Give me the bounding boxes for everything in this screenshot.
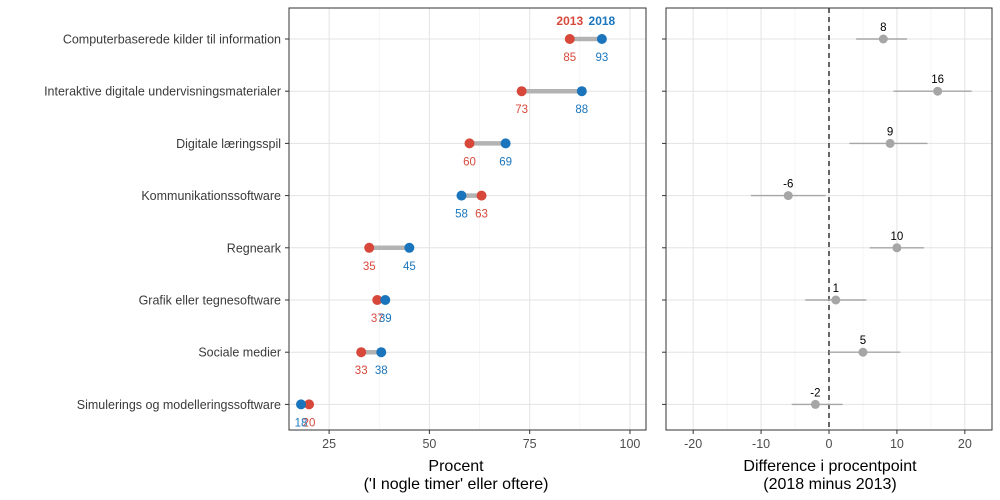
value-label-2013: 63 [475,209,488,221]
difference-point [783,191,793,201]
value-label-2018: 88 [575,104,588,116]
point-2013 [356,347,367,358]
difference-point [892,243,902,253]
difference-label: 5 [860,335,866,347]
point-2013 [476,190,487,201]
legend: 2013 2018 [556,14,615,28]
right-axis-subtitle: (2018 minus 2013) [763,476,896,493]
value-label-2013: 85 [563,52,576,64]
category-label: Kommunikationssoftware [141,189,281,203]
value-label-2013: 20 [303,417,316,429]
value-label-2013: 35 [363,261,376,273]
category-label: Grafik eller tegnesoftware [139,294,281,308]
right-panel: -20 -10 0 10 20 8 16 9 -6 10 1 5 -2 [662,7,993,451]
point-2018 [596,34,607,44]
point-2013 [304,399,315,410]
point-2013 [464,138,475,149]
point-2013 [372,295,383,305]
point-2018 [380,295,391,305]
value-label-2013: 33 [355,365,368,377]
category-label: Interaktive digitale undervisningsmateri… [44,85,281,99]
point-2018 [376,347,387,358]
point-2013 [564,34,575,44]
legend-label-2013: 2013 [556,14,583,28]
difference-label: 1 [833,283,839,295]
point-2018 [456,190,467,201]
difference-label: -6 [783,179,793,191]
legend-label-2018: 2018 [589,14,616,28]
right-axis-title: Difference i procentpoint [743,458,917,475]
left-x-tick-label: 50 [422,437,436,451]
right-x-tick-label: 20 [958,437,972,451]
left-x-tick-label: 100 [620,437,641,451]
point-2018 [576,86,587,97]
left-x-tick-label: 75 [523,437,537,451]
value-label-2018: 39 [379,313,392,325]
difference-point [831,295,841,305]
left-x-tick-label: 25 [322,437,336,451]
value-label-2018: 18 [295,417,308,429]
point-2013 [516,86,527,97]
category-label: Simulerings og modelleringssoftware [77,398,281,412]
difference-label: 10 [891,231,904,243]
category-label: Computerbaserede kilder til information [63,33,281,47]
left-panel-border [288,7,647,431]
point-2018 [404,242,415,253]
point-2018 [500,138,511,149]
right-x-tick-label: -10 [752,437,770,451]
left-panel-background [289,8,646,430]
difference-label: 16 [931,74,944,86]
left-axis-subtitle: ('I nogle timer' eller oftere) [364,476,549,493]
value-label-2018: 38 [375,365,388,377]
difference-label: 9 [887,126,893,138]
value-label-2018: 93 [595,52,608,64]
value-label-2018: 45 [403,261,416,273]
right-panel-border [665,7,993,431]
category-label: Regneark [227,241,282,255]
value-label-2018: 69 [499,156,512,168]
right-x-tick-label: -20 [684,437,702,451]
difference-point [810,399,820,409]
difference-point [885,138,895,148]
category-label: Digitale læringsspil [176,137,281,151]
value-label-2013: 37 [371,313,384,325]
right-x-tick-label: 10 [890,437,904,451]
value-label-2013: 73 [515,104,528,116]
value-label-2018: 58 [455,209,468,221]
category-labels: Computerbaserede kilder til information I… [44,33,282,412]
difference-point [878,34,888,44]
right-x-tick-label: 0 [826,437,833,451]
difference-point [933,86,943,96]
value-label-2013: 60 [463,156,476,168]
difference-label: 8 [880,22,886,34]
difference-label: -2 [810,387,820,399]
point-2018 [296,399,307,410]
category-label: Sociale medier [198,346,281,360]
difference-point [858,347,868,357]
point-2013 [364,242,375,253]
left-axis-title: Procent [428,458,484,475]
